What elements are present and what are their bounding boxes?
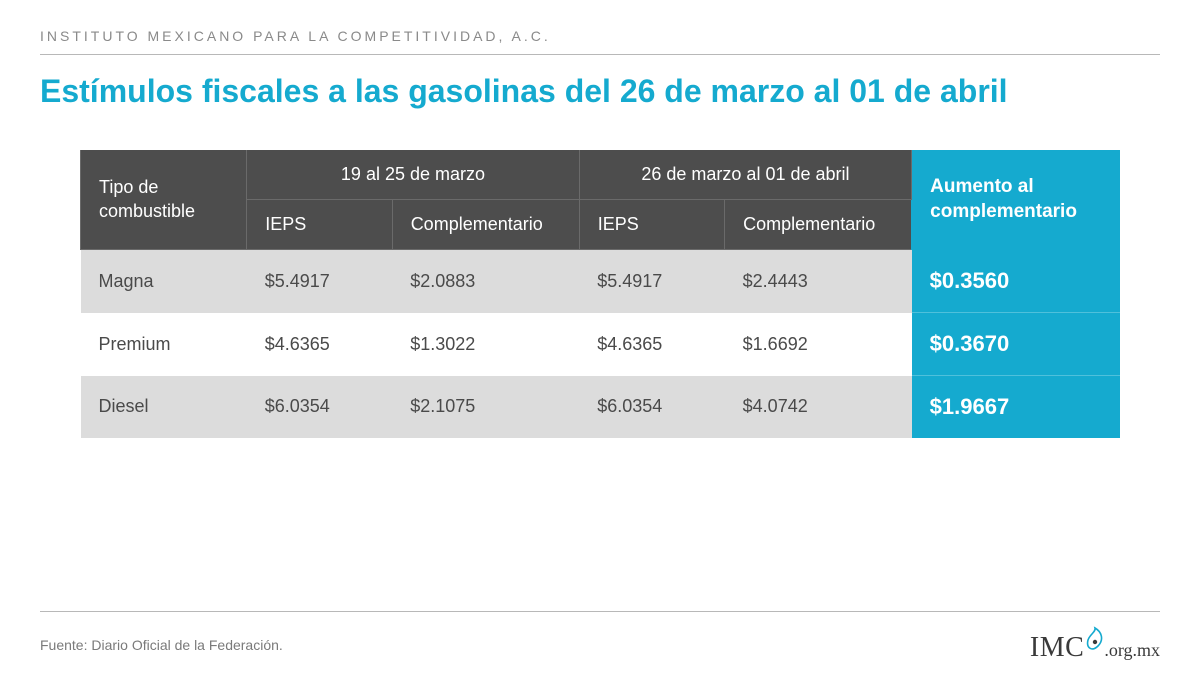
cell-value: $1.3022 (392, 313, 579, 376)
cell-value: $5.4917 (579, 250, 724, 313)
divider-bottom (40, 611, 1160, 612)
col-subheader-comp-1: Complementario (392, 200, 579, 250)
col-header-period2: 26 de marzo al 01 de abril (579, 150, 911, 200)
logo-text-domain: .org.mx (1104, 640, 1160, 661)
col-header-fuel: Tipo de combustible (81, 150, 247, 250)
cell-aumento: $0.3560 (912, 250, 1120, 313)
cell-fuel: Magna (81, 250, 247, 313)
table-container: Tipo de combustible 19 al 25 de marzo 26… (40, 150, 1160, 591)
col-header-period1: 19 al 25 de marzo (247, 150, 579, 200)
table-row: Diesel $6.0354 $2.1075 $6.0354 $4.0742 $… (81, 376, 1120, 439)
cell-value: $2.4443 (725, 250, 912, 313)
col-subheader-ieps-2: IEPS (579, 200, 724, 250)
col-subheader-ieps-1: IEPS (247, 200, 392, 250)
cell-value: $6.0354 (247, 376, 392, 439)
cell-value: $4.6365 (579, 313, 724, 376)
org-name: INSTITUTO MEXICANO PARA LA COMPETITIVIDA… (40, 28, 1160, 44)
col-subheader-comp-2: Complementario (725, 200, 912, 250)
col-header-aumento: Aumento al complementario (912, 150, 1120, 250)
cell-fuel: Premium (81, 313, 247, 376)
cell-fuel: Diesel (81, 376, 247, 439)
footer: Fuente: Diario Oficial de la Federación.… (40, 626, 1160, 664)
cell-value: $2.1075 (392, 376, 579, 439)
page-title: Estímulos fiscales a las gasolinas del 2… (40, 73, 1160, 110)
divider-top (40, 54, 1160, 55)
table-row: Magna $5.4917 $2.0883 $5.4917 $2.4443 $0… (81, 250, 1120, 313)
cell-value: $2.0883 (392, 250, 579, 313)
cell-value: $6.0354 (579, 376, 724, 439)
cell-aumento: $1.9667 (912, 376, 1120, 439)
cell-aumento: $0.3670 (912, 313, 1120, 376)
source-text: Fuente: Diario Oficial de la Federación. (40, 637, 283, 653)
cell-value: $5.4917 (247, 250, 392, 313)
cell-value: $1.6692 (725, 313, 912, 376)
stimulus-table: Tipo de combustible 19 al 25 de marzo 26… (80, 150, 1120, 438)
logo-text-main: IMC (1030, 632, 1084, 664)
table-row: Premium $4.6365 $1.3022 $4.6365 $1.6692 … (81, 313, 1120, 376)
cell-value: $4.6365 (247, 313, 392, 376)
imco-logo: IMC .org.mx (1030, 626, 1160, 664)
cell-value: $4.0742 (725, 376, 912, 439)
